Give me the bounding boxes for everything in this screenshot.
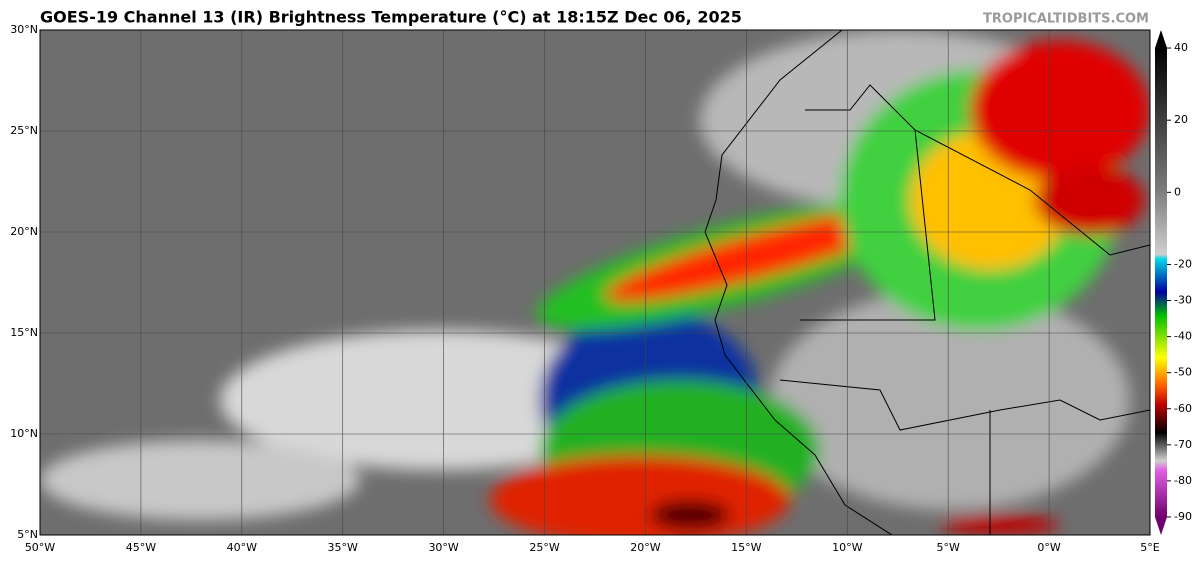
- satellite-imagery: [40, 30, 1150, 535]
- x-tick-label: 20°W: [630, 541, 660, 554]
- colorbar-tick-label: -90: [1174, 510, 1192, 523]
- y-tick-label: 10°N: [10, 427, 38, 440]
- x-tick-label: 0°W: [1037, 541, 1060, 554]
- y-tick-label: 25°N: [10, 124, 38, 137]
- colorbar-top-arrow: [1155, 30, 1167, 48]
- colorbar-tick-label: -60: [1174, 402, 1192, 415]
- colorbar-tick-label: 40: [1174, 41, 1188, 54]
- x-tick-label: 5°E: [1140, 541, 1159, 554]
- x-tick-label: 40°W: [227, 541, 257, 554]
- colorbar-tick-label: -30: [1174, 294, 1192, 307]
- title: GOES-19 Channel 13 (IR) Brightness Tempe…: [40, 8, 742, 27]
- x-tick-label: 30°W: [428, 541, 458, 554]
- x-tick-label: 10°W: [832, 541, 862, 554]
- x-tick-label: 25°W: [529, 541, 559, 554]
- colorbar-tick-label: -50: [1174, 366, 1192, 379]
- colorbar-tick-label: 0: [1174, 185, 1181, 198]
- x-tick-label: 15°W: [731, 541, 761, 554]
- x-tick-label: 5°W: [936, 541, 959, 554]
- colorbar-tick-label: -20: [1174, 257, 1192, 270]
- y-tick-label: 5°N: [17, 528, 38, 541]
- colorbar-tick-label: -80: [1174, 474, 1192, 487]
- colorbar-bottom-arrow: [1155, 517, 1167, 535]
- watermark: TROPICALTIDBITS.COM: [983, 12, 1149, 27]
- y-tick-label: 30°N: [10, 23, 38, 36]
- map-frame: [39, 29, 1151, 536]
- colorbar-tick-label: 20: [1174, 113, 1188, 126]
- colorbar-tick-label: -40: [1174, 330, 1192, 343]
- colorbar: [1155, 48, 1167, 517]
- colorbar-tick-label: -70: [1174, 438, 1192, 451]
- y-tick-label: 15°N: [10, 326, 38, 339]
- x-tick-label: 50°W: [25, 541, 55, 554]
- y-tick-label: 20°N: [10, 225, 38, 238]
- x-tick-label: 45°W: [126, 541, 156, 554]
- x-tick-label: 35°W: [328, 541, 358, 554]
